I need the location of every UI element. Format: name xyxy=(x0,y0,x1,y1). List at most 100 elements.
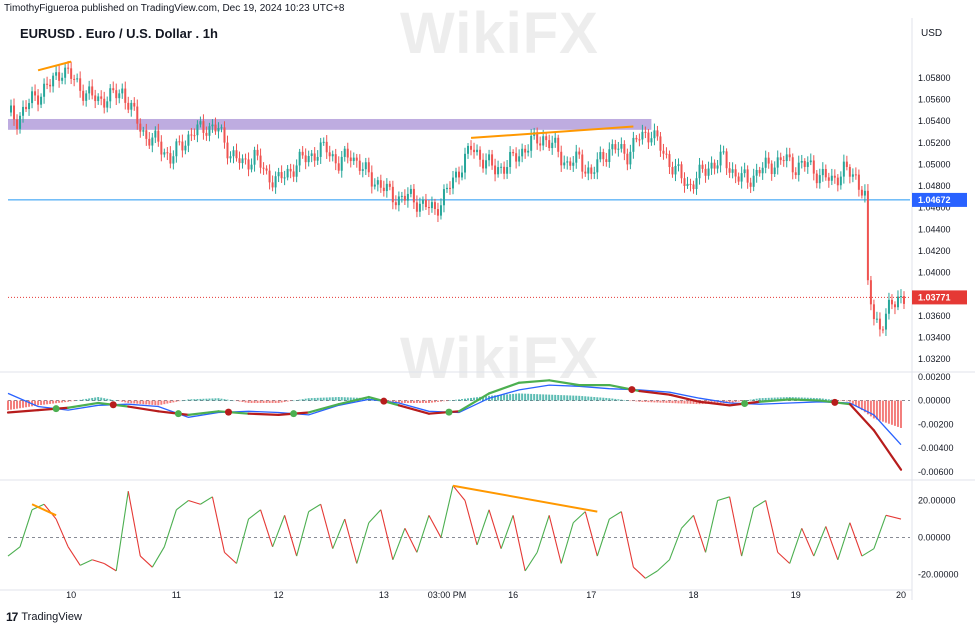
osc-line-segment xyxy=(741,507,755,557)
candle-body xyxy=(536,132,539,144)
candle-body xyxy=(575,151,578,163)
candle-body xyxy=(758,169,761,174)
candle-body xyxy=(464,153,467,173)
candle-body xyxy=(340,156,343,171)
candle-body xyxy=(106,101,109,108)
candle-body xyxy=(506,167,509,174)
macd-histogram-bar xyxy=(238,400,241,402)
macd-line-segment xyxy=(127,405,160,413)
candle-body xyxy=(298,151,301,166)
macd-histogram-bar xyxy=(842,400,845,402)
macd-histogram-bar xyxy=(725,400,728,404)
candle-body xyxy=(737,176,740,182)
publish-info: TimothyFigueroa published on TradingView… xyxy=(4,3,345,14)
candle-body xyxy=(518,156,521,162)
macd-histogram-bar xyxy=(127,400,130,403)
candle-body xyxy=(271,182,274,188)
osc-line-segment xyxy=(200,496,213,505)
macd-histogram-bar xyxy=(476,397,479,401)
candle-body xyxy=(710,162,713,169)
candle-body xyxy=(839,176,842,186)
candle-body xyxy=(61,77,64,81)
osc-line-segment xyxy=(777,551,791,564)
price-tick-label: 1.04200 xyxy=(918,246,951,256)
macd-histogram-bar xyxy=(659,400,662,403)
candle-body xyxy=(244,158,247,160)
footer-brand: 17 TradingView xyxy=(6,610,82,624)
candle-body xyxy=(142,130,145,132)
macd-histogram-bar xyxy=(439,400,442,402)
macd-histogram-bar xyxy=(307,398,310,401)
macd-histogram-bar xyxy=(430,400,433,403)
candle-body xyxy=(184,145,187,151)
candle-body xyxy=(602,151,605,160)
candle-body xyxy=(85,93,88,101)
price-tick-label: 1.03400 xyxy=(918,333,951,343)
macd-histogram-bar xyxy=(145,400,148,405)
macd-histogram-bar xyxy=(509,394,512,401)
macd-histogram-bar xyxy=(208,398,211,401)
osc-tick-label: -20.00000 xyxy=(918,570,959,580)
macd-histogram-bar xyxy=(692,400,695,404)
candle-body xyxy=(563,162,566,166)
osc-line-segment xyxy=(79,559,93,566)
macd-histogram-bar xyxy=(749,399,752,401)
candle-body xyxy=(37,95,40,105)
macd-histogram-bar xyxy=(19,400,22,409)
candle-body xyxy=(241,158,244,164)
candle-body xyxy=(238,158,241,164)
candle-body xyxy=(608,149,611,163)
macd-tick-label: -0.00400 xyxy=(918,443,954,453)
candle-body xyxy=(22,106,25,116)
macd-histogram-bar xyxy=(400,400,403,403)
macd-histogram-bar xyxy=(412,400,415,403)
candle-body xyxy=(112,88,115,91)
macd-histogram-bar xyxy=(482,396,485,401)
candle-body xyxy=(662,150,665,154)
macd-histogram-bar xyxy=(848,400,851,402)
candle-body xyxy=(887,299,890,314)
support-price-tag xyxy=(912,192,967,207)
macd-histogram-bar xyxy=(58,400,61,403)
candle-body xyxy=(497,167,500,175)
candle-body xyxy=(133,102,136,107)
candle-body xyxy=(566,161,569,163)
osc-line-segment xyxy=(861,548,875,557)
macd-histogram-bar xyxy=(109,399,112,401)
candle-body xyxy=(689,183,692,185)
candle-body xyxy=(683,178,686,186)
macd-histogram-bar xyxy=(866,400,869,415)
macd-histogram-bar xyxy=(608,398,611,401)
candle-body xyxy=(415,202,418,212)
candle-body xyxy=(385,183,388,192)
candle-body xyxy=(127,102,130,110)
macd-histogram-bar xyxy=(665,400,668,403)
macd-histogram-bar xyxy=(226,399,229,401)
macd-histogram-bar xyxy=(566,395,569,401)
macd-histogram-bar xyxy=(61,400,64,403)
candle-body xyxy=(277,172,280,177)
macd-histogram-bar xyxy=(88,398,91,401)
candle-body xyxy=(247,159,250,170)
macd-line-segment xyxy=(848,403,876,432)
time-tick-label: 03:00 PM xyxy=(428,590,467,600)
macd-histogram-bar xyxy=(536,394,539,401)
macd-histogram-bar xyxy=(500,394,503,401)
macd-histogram-bar xyxy=(713,400,716,404)
osc-line-segment xyxy=(512,515,526,572)
macd-histogram-bar xyxy=(458,399,460,401)
resistance-zone xyxy=(8,118,652,130)
candle-body xyxy=(430,202,433,209)
candle-body xyxy=(157,130,160,142)
macd-histogram-bar xyxy=(121,400,124,402)
candle-body xyxy=(424,199,427,208)
candle-body xyxy=(740,173,743,182)
candle-body xyxy=(235,150,238,159)
macd-histogram-bar xyxy=(491,395,494,401)
macd-histogram-bar xyxy=(527,393,530,401)
candle-body xyxy=(482,159,485,169)
candle-body xyxy=(451,177,454,189)
macd-histogram-bar xyxy=(860,400,863,411)
osc-line-segment xyxy=(392,528,406,560)
